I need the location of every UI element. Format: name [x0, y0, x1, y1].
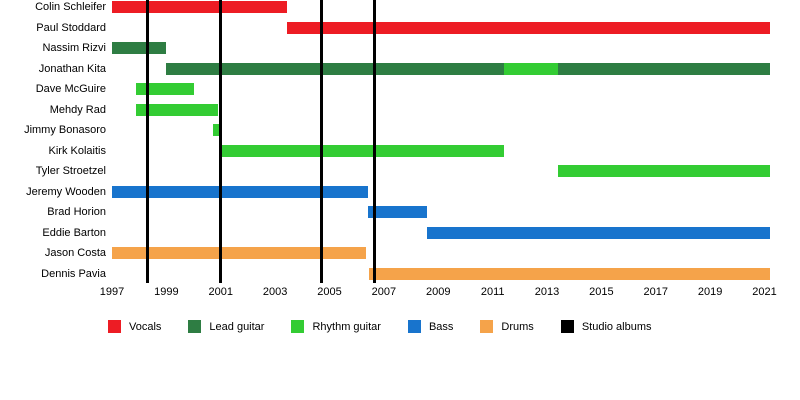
legend-item-bass: Bass [407, 320, 454, 333]
axis-tick-label: 2011 [480, 286, 505, 298]
legend-label-rhythm-guitar: Rhythm guitar [312, 320, 381, 333]
member-label-brad-horion: Brad Horion [47, 206, 106, 218]
timeline-bar-jonathan-kita-lead-guitar [166, 62, 770, 75]
legend-item-studio-albums: Studio albums [560, 320, 652, 333]
legend: Vocals Lead guitar Rhythm guitar Bass Drums S… [108, 320, 652, 333]
legend-swatch-vocals [108, 320, 121, 333]
timeline-bar-kirk-kolaitis-rhythm-guitar [222, 144, 504, 157]
member-label-jimmy-bonasoro: Jimmy Bonasoro [24, 124, 106, 136]
member-label-jonathan-kita: Jonathan Kita [38, 62, 106, 75]
axis-tick-label: 2005 [317, 286, 342, 298]
axis-tick-label: 2003 [262, 286, 288, 298]
legend-swatch-drums [480, 320, 494, 333]
studio-album-line [372, 0, 376, 283]
member-label-dave-mcguire: Dave McGuire [35, 83, 106, 95]
member-label-paul-stoddard: Paul Stoddard [36, 21, 106, 34]
axis-tick-label: 2017 [643, 286, 669, 298]
timeline-bar-jason-costa-drums [112, 247, 367, 259]
timeline-bar-colin-schleifer-vocals [112, 1, 288, 13]
axis-tick-label: 1997 [99, 286, 125, 298]
member-label-tyler-stroetzel: Tyler Stroetzel [35, 165, 106, 177]
timeline-bar-nassim-rizvi-lead-guitar [112, 42, 167, 54]
member-label-dennis-pavia: Dennis Pavia [41, 267, 106, 280]
member-label-colin-schleifer: Colin Schleifer [35, 1, 106, 13]
timeline-bar-dave-mcguire-rhythm-guitar [136, 83, 194, 95]
studio-album-line [319, 0, 323, 283]
timeline-bar-dennis-pavia-drums [368, 267, 770, 280]
legend-label-drums: Drums [501, 320, 534, 333]
legend-swatch-rhythm-guitar [291, 320, 305, 333]
legend-swatch-studio-albums [560, 320, 574, 333]
timeline-bar-jeremy-wooden-bass [112, 185, 368, 198]
legend-label-vocals: Vocals [129, 320, 162, 333]
axis-tick-label: 2009 [426, 286, 451, 298]
axis-tick-label: 1999 [154, 286, 179, 298]
legend-item-vocals: Vocals [108, 320, 161, 333]
axis-tick-label: 2021 [752, 286, 777, 298]
axis-tick-label: 2007 [371, 286, 397, 298]
legend-swatch-bass [407, 320, 421, 333]
timeline-bar-jonathan-kita-rhythm-guitar [503, 62, 558, 75]
legend-label-lead-guitar: Lead guitar [209, 320, 265, 333]
axis-tick-label: 2019 [697, 286, 723, 298]
legend-swatch-lead-guitar [188, 320, 202, 333]
member-label-nassim-rizvi: Nassim Rizvi [42, 42, 106, 54]
timeline-bar-tyler-stroetzel-rhythm-guitar [557, 165, 770, 177]
member-label-eddie-barton: Eddie Barton [42, 226, 106, 239]
member-label-jason-costa: Jason Costa [44, 247, 106, 259]
timeline-bar-jimmy-bonasoro-rhythm-guitar [212, 124, 223, 136]
timeline-bar-brad-horion-bass [367, 206, 428, 218]
legend-item-lead-guitar: Lead guitar [188, 320, 264, 333]
timeline-bar-mehdy-rad-rhythm-guitar [136, 103, 219, 116]
axis-tick-label: 2001 [208, 286, 233, 298]
member-label-kirk-kolaitis: Kirk Kolaitis [48, 144, 106, 157]
legend-label-bass: Bass [428, 320, 454, 333]
studio-album-line [219, 0, 223, 283]
member-label-mehdy-rad: Mehdy Rad [49, 103, 106, 116]
legend-item-drums: Drums [480, 320, 534, 333]
timeline-bar-paul-stoddard-vocals [287, 21, 770, 34]
member-label-jeremy-wooden: Jeremy Wooden [26, 185, 106, 198]
timeline-bar-eddie-barton-bass [427, 226, 770, 239]
axis-tick-label: 2015 [589, 286, 614, 298]
legend-label-studio-albums: Studio albums [581, 320, 652, 333]
axis-tick-label: 2013 [534, 286, 560, 298]
legend-item-rhythm-guitar: Rhythm guitar [291, 320, 381, 333]
studio-album-line [145, 0, 149, 283]
